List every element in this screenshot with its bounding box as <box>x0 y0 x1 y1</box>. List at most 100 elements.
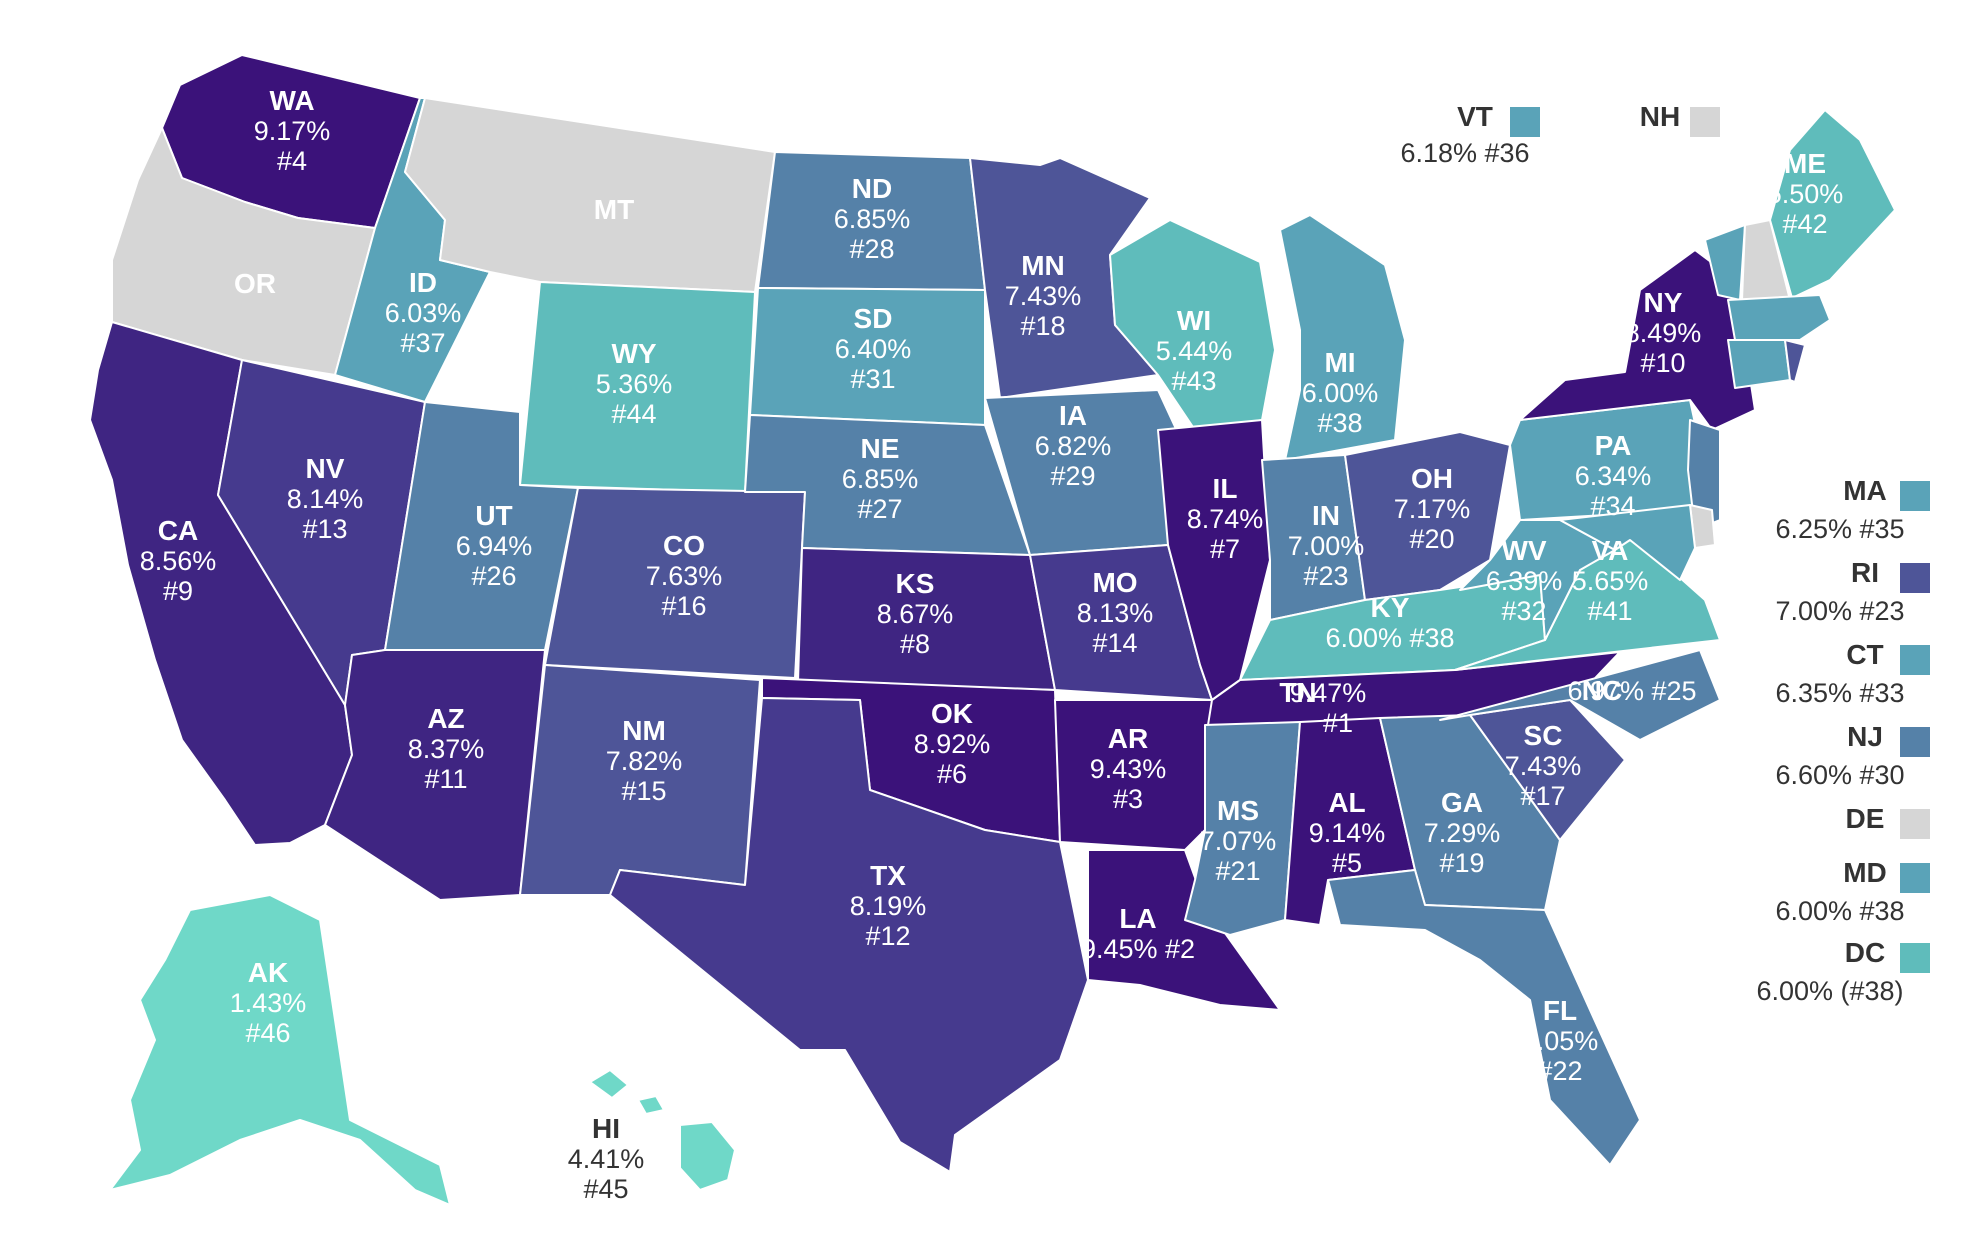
state-value-me: 5.50% <box>1767 179 1844 209</box>
state-rank-ks: #8 <box>900 629 930 659</box>
state-la <box>1087 849 1281 1011</box>
state-value-pa: 6.34% <box>1575 461 1652 491</box>
state-label-pa: PA <box>1595 430 1632 461</box>
state-co <box>544 487 806 679</box>
state-rank-me: #42 <box>1782 209 1827 239</box>
callout-swatch-ct <box>1900 645 1930 675</box>
state-label-hi: HI <box>592 1113 620 1144</box>
state-label-co: CO <box>663 530 705 561</box>
state-label-wy: WY <box>611 338 656 369</box>
state-value-mi: 6.00% <box>1302 378 1379 408</box>
state-value-wi: 5.44% <box>1156 336 1233 366</box>
state-label-ok: OK <box>931 698 973 729</box>
callout-swatch-de <box>1900 809 1930 839</box>
state-value-id: 6.03% <box>385 298 462 328</box>
state-rank-wv: #32 <box>1501 596 1546 626</box>
callout-value-ri: 7.00% #23 <box>1775 596 1904 626</box>
state-value-oh: 7.17% <box>1394 494 1471 524</box>
state-label-az: AZ <box>427 703 464 734</box>
state-rank-va: #41 <box>1587 596 1632 626</box>
state-label-ak: AK <box>248 957 288 988</box>
state-label-nv: NV <box>306 453 345 484</box>
state-label-mo: MO <box>1092 567 1137 598</box>
state-md <box>1559 504 1696 581</box>
state-label-wa: WA <box>269 85 314 116</box>
state-rank-wa: #4 <box>277 146 307 176</box>
state-rank-nv: #13 <box>302 514 347 544</box>
state-label-mt: MT <box>594 194 634 225</box>
callout-swatch-nh <box>1690 107 1720 137</box>
state-value-ar: 9.43% <box>1090 754 1167 784</box>
callout-swatch-dc <box>1900 943 1930 973</box>
state-label-tn: TN <box>1279 677 1316 708</box>
state-value-ut: 6.94% <box>456 531 533 561</box>
state-rank-az: #11 <box>424 764 467 794</box>
state-rank-tx: #12 <box>865 921 910 951</box>
state-label-or: OR <box>234 268 276 299</box>
state-label-ut: UT <box>475 500 512 531</box>
state-value-va: 5.65% <box>1572 566 1649 596</box>
state-rank-in: #23 <box>1303 561 1348 591</box>
callout-label-nj: NJ <box>1847 721 1883 752</box>
state-hi <box>589 1069 736 1191</box>
state-label-ny: NY <box>1644 287 1683 318</box>
state-label-ms: MS <box>1217 795 1259 826</box>
state-value-ks: 8.67% <box>877 599 954 629</box>
state-label-id: ID <box>409 267 437 298</box>
state-tx <box>609 697 1089 1173</box>
state-rank-wi: #43 <box>1171 366 1216 396</box>
state-label-me: ME <box>1784 148 1826 179</box>
state-rank-ne: #27 <box>857 494 902 524</box>
state-label-nd: ND <box>852 173 892 204</box>
state-value-wa: 9.17% <box>254 116 331 146</box>
state-value-ny: 8.49% <box>1625 318 1702 348</box>
state-me <box>1769 109 1896 299</box>
state-ri <box>1784 339 1806 383</box>
state-mt <box>404 97 776 293</box>
state-value-ok: 8.92% <box>914 729 991 759</box>
state-rank-al: #5 <box>1332 848 1362 878</box>
state-value-az: 8.37% <box>408 734 485 764</box>
state-rank-ny: #10 <box>1640 348 1685 378</box>
state-label-sd: SD <box>854 303 893 334</box>
callout-swatch-ri <box>1900 563 1930 593</box>
state-value-nv: 8.14% <box>287 484 364 514</box>
state-value-sc: 7.43% <box>1505 751 1582 781</box>
callout-label-ma: MA <box>1843 475 1887 506</box>
state-value-nm: 7.82% <box>606 746 683 776</box>
state-rank-ut: #26 <box>471 561 516 591</box>
callout-swatch-nj <box>1900 727 1930 757</box>
state-rank-nd: #28 <box>849 234 894 264</box>
state-label-in: IN <box>1312 500 1340 531</box>
callout-value-dc: 6.00% (#38) <box>1756 976 1903 1006</box>
state-rank-ca: #9 <box>163 576 193 606</box>
state-nc <box>1439 649 1721 741</box>
state-value-ne: 6.85% <box>842 464 919 494</box>
callout-label-ct: CT <box>1846 639 1883 670</box>
state-rank-mn: #18 <box>1020 311 1065 341</box>
state-value-mo: 8.13% <box>1077 598 1154 628</box>
state-value-wv: 6.39% <box>1486 566 1563 596</box>
state-ct <box>1727 339 1791 389</box>
state-ar <box>1054 699 1213 851</box>
state-label-sc: SC <box>1524 720 1563 751</box>
state-rank-tn: #1 <box>1323 708 1353 738</box>
state-value-nc: 6.97% #25 <box>1567 676 1696 706</box>
state-value-ms: 7.07% <box>1200 826 1277 856</box>
state-label-nc: NC <box>1582 675 1622 706</box>
state-rank-oh: #20 <box>1409 524 1454 554</box>
state-value-in: 7.00% <box>1288 531 1365 561</box>
state-label-tx: TX <box>870 860 906 891</box>
state-label-va: VA <box>1592 535 1629 566</box>
state-rank-ms: #21 <box>1215 856 1260 886</box>
state-value-co: 7.63% <box>646 561 723 591</box>
callout-label-nh: NH <box>1640 101 1680 132</box>
state-value-tn: 9.47% <box>1290 678 1367 708</box>
state-label-ky: KY <box>1371 592 1410 623</box>
state-rank-il: #7 <box>1210 534 1240 564</box>
callout-value-md: 6.00% #38 <box>1775 896 1904 926</box>
callout-value-ma: 6.25% #35 <box>1775 514 1904 544</box>
state-rank-mo: #14 <box>1092 628 1137 658</box>
state-label-ks: KS <box>896 568 935 599</box>
